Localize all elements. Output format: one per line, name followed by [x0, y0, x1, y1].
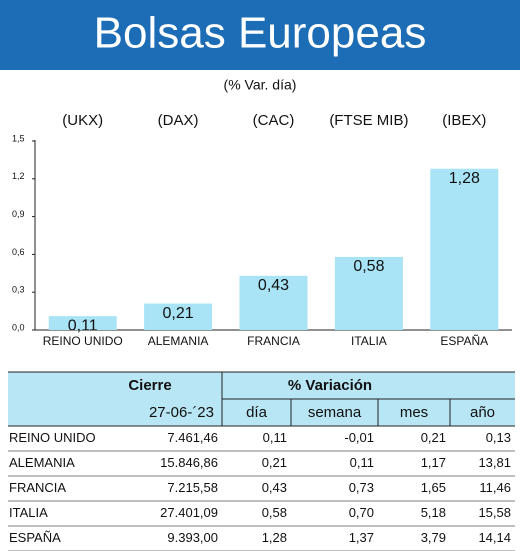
value-label: 0,58	[353, 258, 384, 275]
index-label: (UKX)	[62, 112, 103, 129]
table-row-label: ALEMANIA	[9, 455, 75, 470]
table-column: mes	[400, 404, 428, 421]
table-cell: 9.393,00	[167, 530, 218, 545]
chart-title: Bolsas Europeas	[94, 9, 427, 58]
table-cell: 0,58	[262, 505, 287, 520]
bar	[48, 316, 117, 330]
bar	[430, 168, 499, 330]
table-cell: 0,13	[486, 430, 511, 445]
bar	[334, 256, 403, 330]
title-banner	[0, 0, 520, 70]
y-tick-label: 0,6	[12, 247, 25, 257]
table-cell: 7.215,58	[167, 480, 218, 495]
y-tick-label: 0,9	[12, 209, 25, 219]
x-tick-label: ALEMANIA	[148, 334, 209, 348]
table-cell: 15.846,86	[160, 455, 218, 470]
table-cell: 3,79	[421, 530, 446, 545]
table-column: semana	[308, 404, 362, 421]
table-cell: 5,18	[421, 505, 446, 520]
table-row-label: ITALIA	[9, 505, 48, 520]
table-header: Cierre	[128, 377, 171, 394]
value-label: 0,11	[68, 317, 98, 334]
table-cell: 1,28	[262, 530, 287, 545]
y-tick-label: 1,2	[12, 171, 25, 181]
table-cell: 0,21	[262, 455, 287, 470]
table-cell: 11,46	[479, 480, 511, 495]
table-row-label: REINO UNIDO	[9, 430, 96, 445]
value-label: 0,43	[258, 277, 289, 294]
table-cell: 14,14	[478, 530, 511, 545]
table-row-label: FRANCIA	[9, 480, 66, 495]
y-tick-label: 1,5	[12, 133, 25, 143]
table-cell: 0,21	[421, 430, 446, 445]
index-label: (DAX)	[158, 112, 199, 129]
y-tick-label: 0,0	[12, 322, 25, 332]
table-column: año	[470, 404, 495, 421]
table-date: 27-06-´23	[149, 404, 214, 421]
table-cell: 1,17	[421, 455, 446, 470]
table-cell: 0,11	[263, 430, 287, 445]
y-tick-label: 0,3	[12, 285, 25, 295]
table-cell: 0,73	[349, 480, 374, 495]
table-column: día	[246, 404, 268, 421]
x-tick-label: ESPAÑA	[440, 334, 488, 348]
table-cell: 13,81	[478, 455, 511, 470]
bar	[144, 303, 213, 330]
table-cell: 1,37	[349, 530, 374, 545]
table-cell: 0,70	[349, 505, 374, 520]
chart-subtitle: (% Var. día)	[224, 77, 297, 93]
table-cell: -0,01	[344, 430, 374, 445]
bar	[239, 275, 308, 330]
table-row-label: ESPAÑA	[9, 530, 61, 545]
table-header: % Variación	[288, 377, 372, 394]
x-tick-label: FRANCIA	[247, 334, 300, 348]
table-cell: 7.461,46	[167, 430, 218, 445]
table-cell: 15,58	[478, 505, 511, 520]
value-label: 0,21	[163, 305, 194, 322]
index-label: (IBEX)	[442, 112, 486, 129]
index-label: (FTSE MIB)	[329, 112, 408, 129]
table-cell: 1,65	[421, 480, 446, 495]
index-label: (CAC)	[253, 112, 295, 129]
table-cell: 0,43	[262, 480, 287, 495]
x-tick-label: ITALIA	[351, 334, 387, 348]
value-label: 1,28	[449, 170, 480, 187]
x-tick-label: REINO UNIDO	[43, 334, 123, 348]
table-cell: 0,11	[350, 455, 374, 470]
table-cell: 27.401,09	[160, 505, 218, 520]
